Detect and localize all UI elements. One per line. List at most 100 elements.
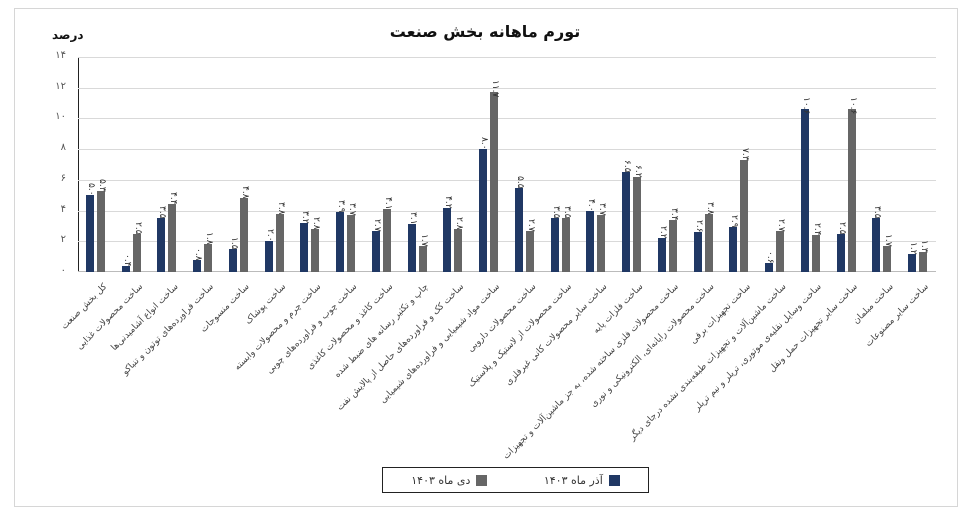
data-label: ۲.۷ — [371, 218, 382, 232]
data-label: ۳.۸ — [275, 201, 286, 215]
data-label: ۲.۷ — [776, 218, 787, 232]
gridline — [78, 149, 936, 151]
bar-azar — [479, 149, 488, 272]
bar-dey — [382, 209, 391, 272]
bar-dey — [132, 233, 141, 272]
data-label: ۶.۵ — [622, 160, 633, 173]
y-tick-label: ۱۴ — [55, 50, 66, 61]
y-axis-label: درصد — [52, 28, 84, 42]
bar-dey — [633, 176, 642, 272]
bar-azar — [407, 224, 416, 272]
data-label: ۳.۷ — [597, 203, 608, 216]
data-label: ۵.۵ — [514, 175, 525, 189]
y-tick-label: ۶ — [60, 172, 66, 184]
y-tick-label: ۱۲ — [55, 80, 66, 92]
bar-dey — [847, 109, 856, 272]
data-label: ۰.۴ — [121, 253, 132, 267]
data-label: ۴.۲ — [443, 195, 454, 209]
legend-label-dey: دی ماه ۱۴۰۳ — [411, 473, 471, 487]
bar-azar — [371, 230, 380, 272]
legend-item-dey: دی ماه ۱۴۰۳ — [411, 473, 488, 487]
bar-dey — [168, 204, 177, 272]
legend-swatch-gray-icon — [476, 474, 488, 486]
data-label: ۲.۸ — [454, 217, 465, 230]
bar-azar — [85, 195, 94, 272]
bar-dey — [96, 190, 105, 272]
data-label: ۴.۴ — [168, 192, 179, 205]
data-label: ۲.۵ — [836, 221, 847, 235]
gridline — [78, 179, 936, 181]
bar-dey — [490, 92, 499, 272]
data-label: ۳.۵ — [561, 206, 572, 219]
bar-azar — [729, 227, 738, 272]
bar-dey — [275, 213, 284, 272]
legend-item-azar: آذر ماه ۱۴۰۳ — [544, 474, 620, 487]
data-label: ۲.۹ — [729, 215, 740, 228]
data-label: ۱.۸ — [204, 232, 215, 245]
y-tick-label: ۲ — [60, 234, 66, 246]
y-tick-label: ۴ — [60, 203, 66, 215]
data-label: ۱.۷ — [418, 233, 429, 247]
gridline — [78, 87, 936, 89]
bar-dey — [204, 244, 213, 272]
chart-title: تورم ماهانه بخش صنعت — [389, 22, 581, 41]
legend-swatch-navy-icon — [608, 474, 620, 486]
bar-dey — [347, 215, 356, 272]
data-label: ۷.۳ — [740, 147, 751, 161]
data-label: ۵.۳ — [96, 178, 107, 192]
bar-dey — [597, 215, 606, 272]
data-label: ۵.۰ — [85, 183, 96, 196]
data-label: ۳.۹ — [336, 200, 347, 213]
data-label: ۴.۰ — [586, 198, 597, 212]
data-label: ۳.۴ — [668, 207, 679, 221]
y-tick-label: ۸ — [60, 142, 66, 154]
bar-dey — [525, 230, 534, 272]
data-label: ۱.۲ — [908, 241, 919, 255]
legend: آذر ماه ۱۴۰۳ دی ماه ۱۴۰۳ — [382, 467, 649, 493]
plot-area: ۵.۰ ۵.۳ ۰.۴ ۲.۵ ۳.۵ ۴.۴ ۰.۸ ۱.۸ ۱.۵ ۴.۸ ۲.۰ ۳.۸ ۳.۲ ۲… — [78, 57, 936, 272]
bar-dey — [454, 229, 463, 272]
data-label: ۱۰.۶ — [800, 97, 811, 115]
bar-azar — [443, 207, 452, 272]
data-label: ۱۱.۷ — [490, 80, 501, 98]
bar-dey — [561, 218, 570, 272]
bar-dey — [704, 213, 713, 272]
bar-dey — [776, 230, 785, 272]
data-label: ۳.۵ — [872, 206, 883, 219]
bar-dey — [239, 198, 248, 272]
bar-azar — [300, 222, 309, 272]
gridline — [78, 118, 936, 120]
data-label: ۲.۷ — [525, 218, 536, 232]
bar-azar — [836, 233, 845, 272]
bar-dey — [311, 229, 320, 272]
y-axis — [78, 57, 79, 272]
bar-dey — [811, 235, 820, 272]
data-label: ۳.۸ — [704, 201, 715, 215]
data-label: ۲.۸ — [311, 217, 322, 230]
bar-azar — [121, 265, 130, 272]
data-label: ۱.۷ — [883, 233, 894, 247]
bar-azar — [872, 218, 881, 272]
bar-azar — [622, 172, 631, 272]
data-label: ۲.۴ — [811, 223, 822, 236]
gridline — [78, 210, 936, 212]
bar-dey — [919, 252, 928, 272]
bar-dey — [418, 245, 427, 272]
data-label: ۲.۰ — [264, 229, 275, 242]
data-label: ۲.۲ — [657, 226, 668, 239]
bar-azar — [693, 232, 702, 272]
bar-azar — [908, 253, 917, 272]
data-label: ۱.۳ — [919, 240, 930, 253]
bar-dey — [883, 245, 892, 272]
data-label: ۱۰.۶ — [847, 97, 858, 115]
data-label: ۰.۸ — [193, 247, 204, 261]
bar-dey — [668, 219, 677, 272]
gridline — [78, 57, 936, 58]
data-label: ۳.۱ — [407, 212, 418, 225]
data-label: ۲.۵ — [132, 221, 143, 235]
data-label: ۸.۰ — [479, 137, 490, 150]
bar-azar — [514, 187, 523, 272]
data-label: ۱.۵ — [228, 236, 239, 250]
bar-azar — [657, 238, 666, 272]
data-label: ۳.۵ — [550, 206, 561, 219]
